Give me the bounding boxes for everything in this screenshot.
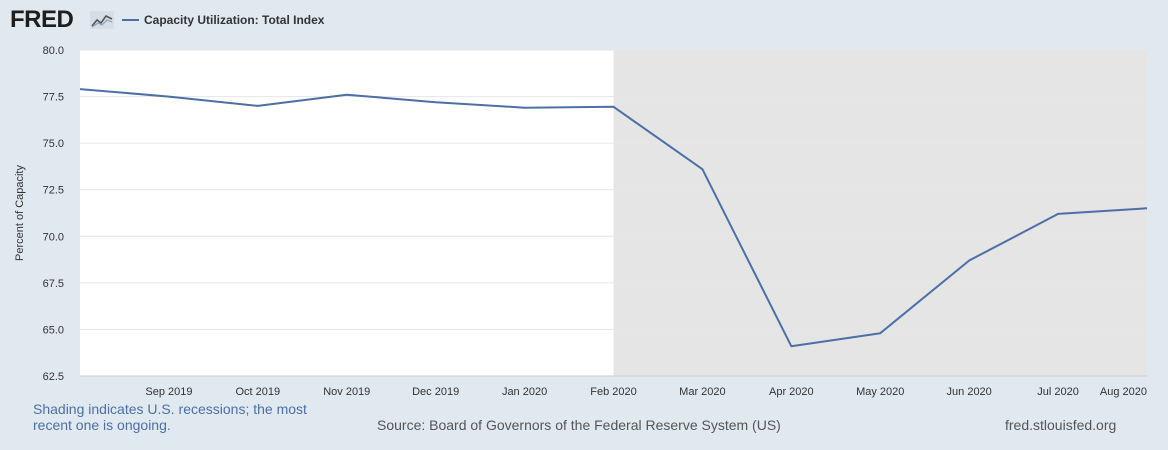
source-text: Source: Board of Governors of the Federa… xyxy=(377,417,781,433)
legend-label: Capacity Utilization: Total Index xyxy=(144,13,325,27)
x-tick-label: Jan 2020 xyxy=(502,386,547,398)
x-tick-label: Mar 2020 xyxy=(679,386,725,398)
x-tick-label: Apr 2020 xyxy=(769,386,814,398)
x-tick-label: Feb 2020 xyxy=(590,386,636,398)
y-tick-label: 77.5 xyxy=(43,92,64,104)
x-tick-label: Nov 2019 xyxy=(323,386,370,398)
fred-logo[interactable]: FRED xyxy=(10,6,74,33)
x-tick-label: Jul 2020 xyxy=(1037,386,1079,398)
y-tick-label: 62.5 xyxy=(43,371,64,383)
x-tick-label: May 2020 xyxy=(856,386,904,398)
y-tick-label: 67.5 xyxy=(43,278,64,290)
y-tick-label: 72.5 xyxy=(43,185,64,197)
chart-line-icon xyxy=(90,11,114,29)
x-tick-label: Jun 2020 xyxy=(947,386,992,398)
x-tick-label: Dec 2019 xyxy=(412,386,459,398)
legend-swatch xyxy=(122,19,139,21)
x-tick-label: Oct 2019 xyxy=(236,386,281,398)
y-tick-label: 70.0 xyxy=(43,231,64,243)
x-tick-label: Sep 2019 xyxy=(145,386,192,398)
y-axis-label: Percent of Capacity xyxy=(14,165,26,261)
x-tick-label: Aug 2020 xyxy=(1100,386,1147,398)
series-line xyxy=(79,88,1148,348)
y-tick-label: 65.0 xyxy=(43,324,64,336)
recession-note: Shading indicates U.S. recessions; the m… xyxy=(33,401,307,433)
y-tick-label: 75.0 xyxy=(43,138,64,150)
y-tick-label: 80.0 xyxy=(43,45,64,57)
fred-url[interactable]: fred.stlouisfed.org xyxy=(1005,417,1117,433)
